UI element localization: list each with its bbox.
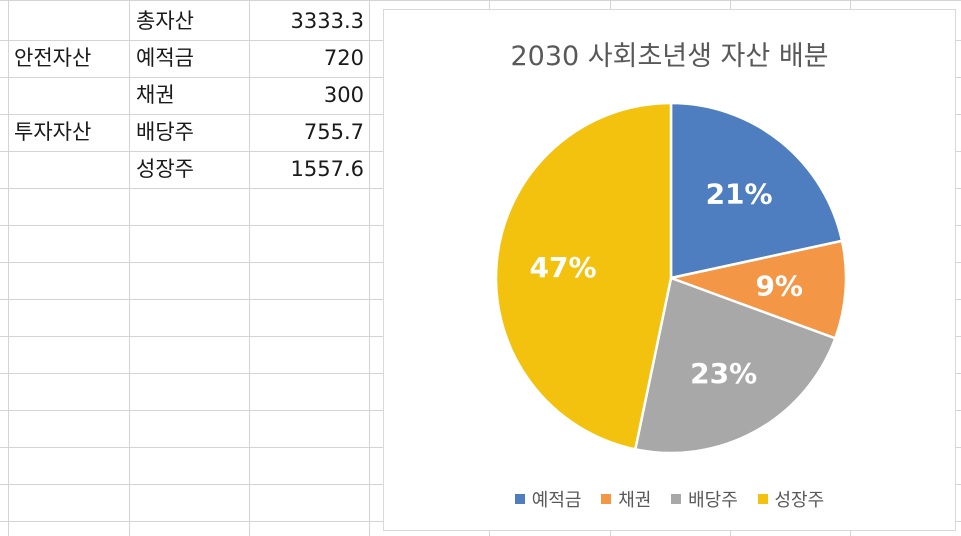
- cell-item[interactable]: 배당주: [136, 120, 194, 144]
- legend-item-growth-stock: 성장주: [757, 486, 825, 512]
- legend-label: 성장주: [774, 490, 825, 511]
- legend-item-deposit: 예적금: [514, 486, 582, 512]
- cell-category[interactable]: 투자자산: [14, 120, 92, 144]
- legend-swatch: [514, 494, 525, 504]
- pie-slice-deposit[interactable]: [669, 101, 844, 280]
- chart-title: 2030 사회초년생 자산 배분: [510, 41, 829, 72]
- data-label: 9%: [755, 269, 803, 302]
- cell-value[interactable]: 720: [323, 46, 364, 70]
- cell-value[interactable]: 300: [323, 83, 364, 107]
- data-label: 21%: [706, 178, 773, 211]
- legend-label: 채권: [618, 490, 652, 511]
- pie-slice-dividend-stock[interactable]: [633, 276, 837, 455]
- pie-plot-area: 21% 9% 23% 47%: [494, 101, 848, 455]
- column-divider: [8, 0, 9, 536]
- data-label: 47%: [530, 251, 597, 284]
- legend-label: 예적금: [531, 490, 582, 511]
- pie-slice-growth-stock[interactable]: [494, 101, 673, 451]
- column-divider: [369, 0, 370, 536]
- legend-item-bond: 채권: [601, 486, 651, 512]
- legend-swatch: [601, 494, 612, 504]
- row-divider: [0, 0, 961, 1]
- legend-item-dividend-stock: 배당주: [671, 486, 738, 512]
- chart-legend: 예적금 채권 배당주 성장주: [384, 486, 955, 512]
- cell-item[interactable]: 예적금: [136, 46, 194, 70]
- cell-category[interactable]: 안전자산: [14, 46, 92, 70]
- data-label: 23%: [690, 357, 757, 390]
- cell-value[interactable]: 3333.3: [290, 9, 364, 33]
- column-divider: [249, 0, 250, 536]
- cell-value[interactable]: 755.7: [303, 120, 364, 144]
- cell-item[interactable]: 총자산: [136, 9, 194, 33]
- legend-swatch: [671, 494, 682, 504]
- pie-slice-bond[interactable]: [666, 239, 848, 340]
- cell-item[interactable]: 성장주: [136, 157, 194, 181]
- column-divider: [129, 0, 130, 536]
- cell-value[interactable]: 1557.6: [290, 157, 364, 181]
- cell-item[interactable]: 채권: [136, 83, 175, 107]
- legend-swatch: [757, 494, 768, 504]
- pie-chart[interactable]: 2030 사회초년생 자산 배분 21% 9% 23% 47% 예적금 채권 배당주 …: [383, 9, 956, 531]
- legend-label: 배당주: [688, 490, 738, 511]
